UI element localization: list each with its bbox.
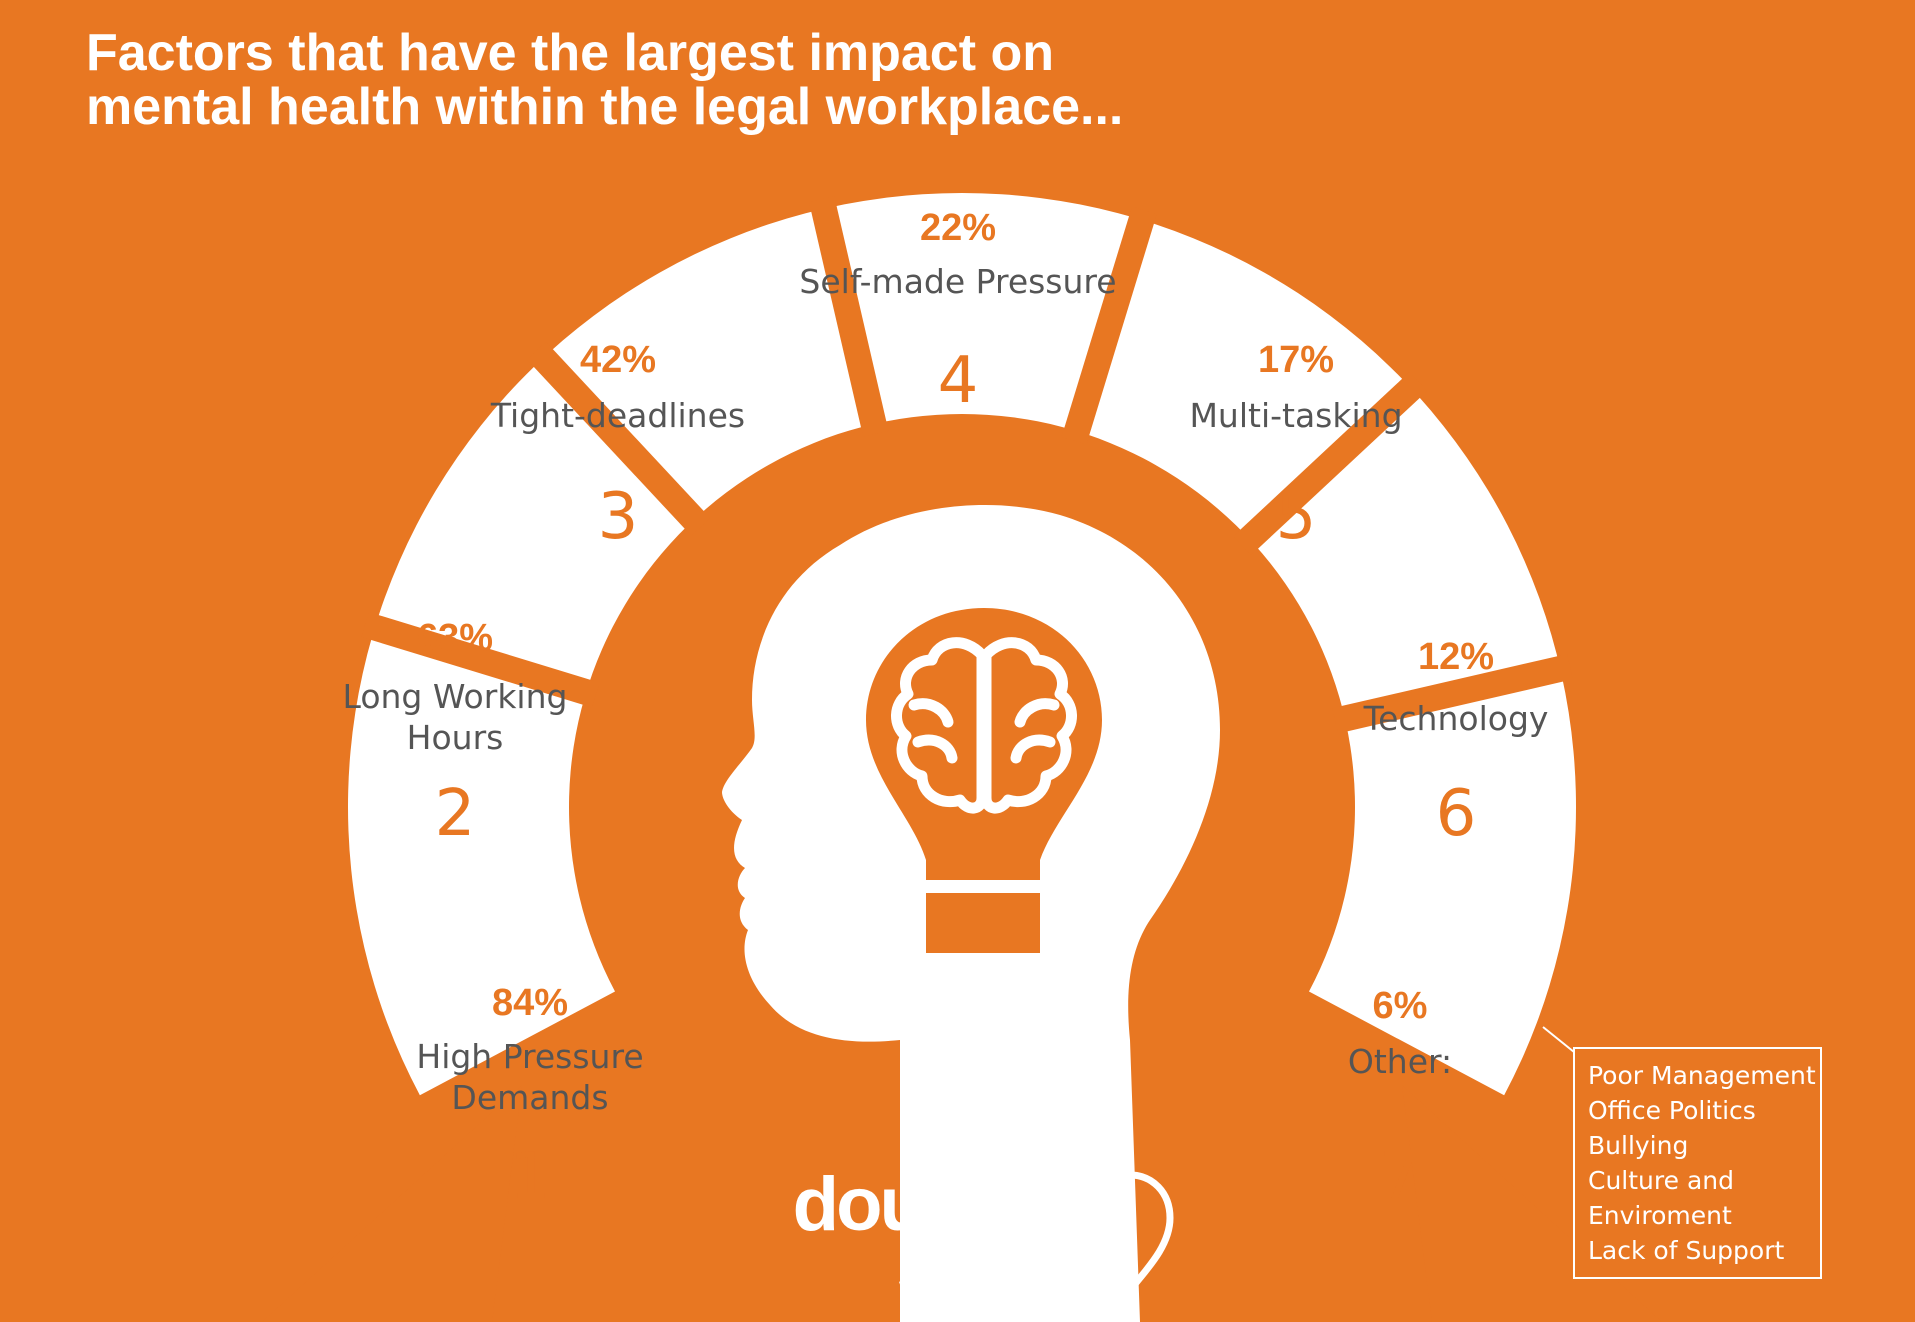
segment-rank-5: 5 [1276,480,1317,554]
map-pin-icon [1086,1171,1174,1294]
segment-separator [1233,371,1428,556]
other-breakdown-item: Enviroment [1588,1201,1732,1230]
segment-band [347,192,1577,1096]
segment-separator [808,196,889,437]
other-breakdown-box [1573,1047,1822,1279]
segment-separator [1061,206,1157,445]
other-breakdown-item: Poor Management [1588,1061,1816,1090]
logo-line-2: scott [896,1224,1065,1309]
brain-icon [891,637,1077,814]
segment-percent-1: 84% [492,982,568,1024]
segment-percent-3: 42% [580,339,656,381]
chart-title: Factors that have the largest impact on … [86,26,1486,134]
title-line-1: Factors that have the largest impact on [86,24,1055,82]
segment-percent-7: 6% [1373,985,1428,1027]
logo-line-1: douglas [793,1162,1064,1247]
segment-percent-5: 17% [1258,339,1334,381]
segment-separator [526,341,711,536]
other-breakdown-item: Culture and [1588,1166,1734,1195]
segment-separator [361,612,600,708]
douglas-scott-logo: douglas scott [793,1162,1174,1309]
segment-percent-4: 22% [920,207,996,249]
segment-percent-6: 12% [1418,636,1494,678]
segment-label-4: Self-made Pressure [799,262,1116,301]
segment-rank-2: 2 [435,777,476,851]
segment-rank-7: 7 [1380,1140,1421,1214]
segment-rank-6: 6 [1436,777,1477,851]
segment-separator [1332,653,1573,734]
segment-rank-4: 4 [938,344,979,418]
segment-label-3: Tight-deadlines [490,396,745,435]
other-breakdown-item: Lack of Support [1588,1236,1784,1265]
other-breakdown-list: Poor Management Office Politics Bullying… [1588,1061,1816,1265]
segment-rank-3: 3 [598,480,639,554]
segment-percent-2: 63% [417,617,493,659]
segment-label-2: Hours [407,718,504,757]
other-breakdown-item: Bullying [1588,1131,1688,1160]
segment-label-5: Multi-tasking [1189,396,1402,435]
head-silhouette-icon [722,505,1220,1322]
segment-label-7: Other: [1348,1042,1452,1081]
segment-rank-1: 1 [510,1140,551,1214]
segment-cut-right [1402,1085,1662,1322]
segment-label-6: Technology [1363,699,1549,738]
segment-label-2: Long Working [343,677,568,716]
segment-label-1: Demands [451,1078,608,1117]
segment-cut-left [262,1085,522,1322]
segment-label-1: High Pressure [416,1037,643,1076]
other-breakdown-item: Office Politics [1588,1096,1756,1125]
title-line-2: mental health within the legal workplace… [86,78,1124,136]
other-callout-line [1542,1026,1575,1053]
